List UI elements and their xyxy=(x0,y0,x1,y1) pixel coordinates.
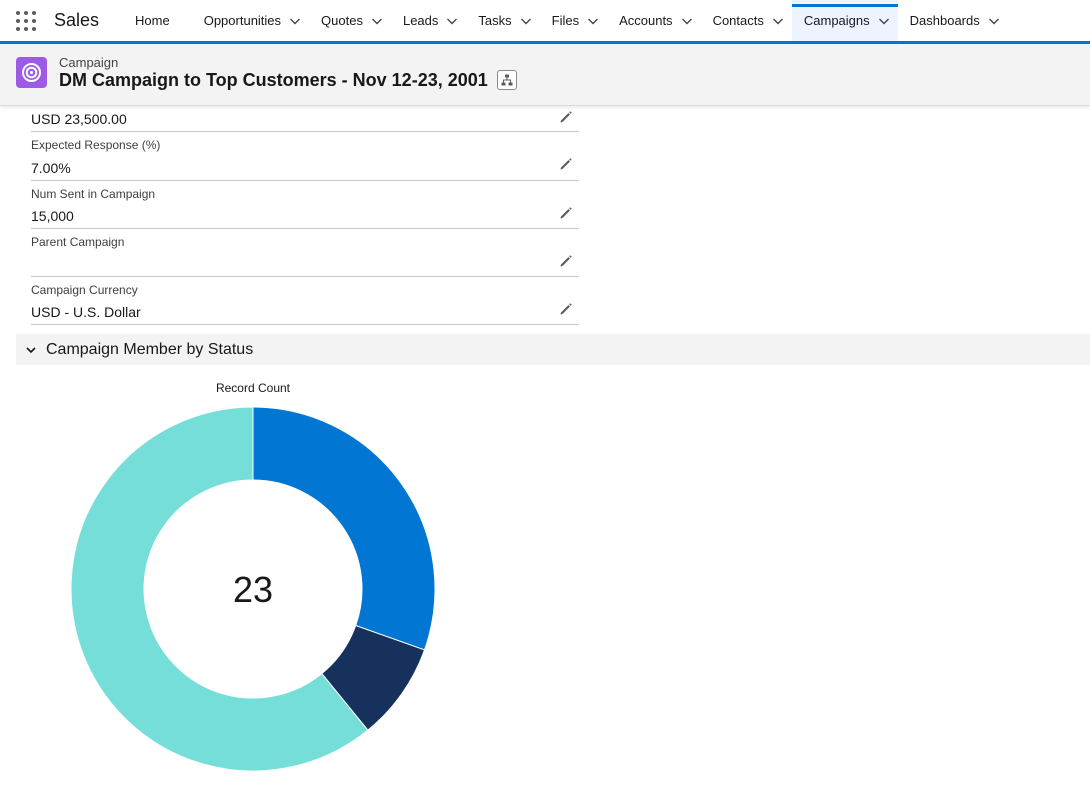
nav-items: Home Opportunities Quotes Leads Tasks Files Ac… xyxy=(123,0,1008,41)
nav-tab-accounts[interactable]: Accounts xyxy=(607,0,700,41)
donut-center-label: 23 xyxy=(233,569,273,610)
nav-tab-label: Opportunities xyxy=(203,13,282,28)
nav-tab-label: Contacts xyxy=(712,13,764,28)
parent-campaign-field: Parent Campaign xyxy=(31,229,579,277)
app-name: Sales xyxy=(54,10,100,30)
chevron-down-icon[interactable] xyxy=(438,0,466,41)
nav-tab-home[interactable]: Home xyxy=(123,0,192,41)
record-header: Campaign DM Campaign to Top Customers - … xyxy=(0,44,1090,106)
app-launcher-button[interactable] xyxy=(0,0,44,41)
nav-tab-quotes[interactable]: Quotes xyxy=(309,0,391,41)
nav-tab-label: Files xyxy=(551,13,580,28)
app-launcher-icon xyxy=(16,10,36,31)
chevron-down-icon[interactable] xyxy=(363,0,391,41)
nav-tab-label: Home xyxy=(135,13,170,28)
field-label: Num Sent in Campaign xyxy=(31,187,156,201)
expected-response-field: Expected Response (%) 7.00% xyxy=(31,132,579,181)
donut-chart: 23 xyxy=(70,406,436,772)
budgeted-cost-field: USD 23,500.00 xyxy=(31,106,579,132)
chevron-down-icon[interactable] xyxy=(281,0,309,41)
chevron-down-icon[interactable] xyxy=(980,0,1008,41)
nav-tab-files[interactable]: Files xyxy=(540,0,607,41)
nav-tab-label: Campaigns xyxy=(803,13,870,28)
edit-pencil-icon[interactable] xyxy=(559,110,573,124)
hierarchy-icon xyxy=(501,74,513,86)
nav-tab-dashboards[interactable]: Dashboards xyxy=(898,0,1008,41)
nav-tab-campaigns[interactable]: Campaigns xyxy=(791,0,898,41)
nav-tab-leads[interactable]: Leads xyxy=(391,0,466,41)
field-value: USD 23,500.00 xyxy=(31,111,127,127)
section-toggle[interactable]: Campaign Member by Status xyxy=(16,334,1090,365)
nav-tab-label: Dashboards xyxy=(909,13,980,28)
edit-pencil-icon[interactable] xyxy=(559,302,573,316)
field-value: 15,000 xyxy=(31,208,74,224)
object-type-label: Campaign xyxy=(59,55,119,70)
chevron-down-icon[interactable] xyxy=(764,0,792,41)
nav-tab-label: Tasks xyxy=(478,13,512,28)
chevron-down-icon[interactable] xyxy=(579,0,607,41)
page-title: DM Campaign to Top Customers - Nov 12-23… xyxy=(59,70,488,90)
nav-tab-contacts[interactable]: Contacts xyxy=(701,0,792,41)
nav-tab-tasks[interactable]: Tasks xyxy=(466,0,539,41)
donut-slice-3[interactable] xyxy=(70,406,369,772)
nav-tab-opportunities[interactable]: Opportunities xyxy=(192,0,309,41)
view-hierarchy-button[interactable] xyxy=(497,70,517,90)
chevron-down-icon[interactable] xyxy=(870,0,898,41)
field-label: Expected Response (%) xyxy=(31,138,161,152)
nav-tab-label: Accounts xyxy=(619,13,673,28)
nav-tab-label: Leads xyxy=(402,13,439,28)
campaign-currency-field: Campaign Currency USD - U.S. Dollar xyxy=(31,277,579,325)
donut-slice-1[interactable] xyxy=(252,406,436,651)
field-label: Parent Campaign xyxy=(31,235,125,249)
chevron-down-icon xyxy=(26,346,36,353)
edit-pencil-icon[interactable] xyxy=(559,206,573,220)
edit-pencil-icon[interactable] xyxy=(559,254,573,268)
section-title: Campaign Member by Status xyxy=(46,340,254,358)
num-sent-field: Num Sent in Campaign 15,000 xyxy=(31,181,579,229)
field-label: Campaign Currency xyxy=(31,283,138,297)
chevron-down-icon[interactable] xyxy=(512,0,540,41)
campaign-target-icon xyxy=(16,57,47,88)
edit-pencil-icon[interactable] xyxy=(559,157,573,171)
field-value: 7.00% xyxy=(31,160,71,176)
chevron-down-icon[interactable] xyxy=(673,0,701,41)
global-nav: Sales Home Opportunities Quotes Leads Tasks F… xyxy=(0,0,1090,44)
nav-tab-label: Quotes xyxy=(321,13,363,28)
chart-title: Record Count xyxy=(215,381,291,395)
field-value: USD - U.S. Dollar xyxy=(31,304,141,320)
